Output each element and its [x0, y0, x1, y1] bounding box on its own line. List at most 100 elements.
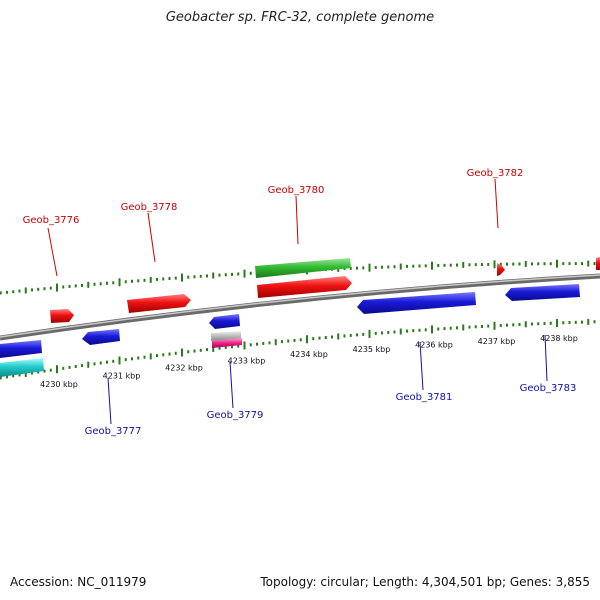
minor-tick: [168, 276, 171, 280]
major-tick: [306, 335, 308, 344]
gene-geob-3783[interactable]: [505, 284, 580, 301]
gene-label[interactable]: Geob_3783: [520, 383, 577, 394]
minor-tick: [18, 289, 21, 293]
minor-tick: [174, 276, 177, 280]
genome-summary-text: Topology: circular; Length: 4,304,501 bp…: [260, 575, 590, 589]
gene-label[interactable]: Geob_3781: [396, 392, 453, 403]
minor-tick: [193, 349, 196, 353]
minor-tick: [31, 371, 33, 375]
minor-tick: [499, 323, 502, 327]
minor-tick: [424, 264, 427, 268]
map-title: Geobacter sp. FRC-32, complete genome: [165, 10, 435, 25]
minor-tick: [418, 264, 421, 268]
minor-tick: [506, 323, 508, 327]
minor-tick: [568, 321, 571, 325]
minor-tick: [43, 287, 46, 291]
genome-backbone-highlight: [0, 274, 600, 338]
minor-tick: [324, 336, 327, 340]
minor-tick: [43, 369, 46, 373]
minor-tick: [581, 262, 583, 266]
gene-geob-3779[interactable]: [212, 338, 242, 348]
minus-strand-genes: [0, 284, 580, 377]
minor-tick: [418, 328, 421, 332]
gene-label[interactable]: Geob_3779: [207, 410, 264, 421]
minor-tick: [518, 262, 521, 266]
gene-label[interactable]: Geob_3778: [121, 202, 178, 213]
minor-tick: [399, 328, 402, 335]
minor-tick: [212, 272, 215, 279]
minor-tick: [37, 287, 40, 291]
leader-lines-plus: [47, 178, 499, 277]
major-tick: [56, 365, 58, 374]
minor-tick: [481, 263, 483, 267]
minor-tick: [124, 358, 127, 362]
minor-tick: [437, 264, 440, 268]
gene-label[interactable]: Geob_3782: [467, 168, 524, 179]
gene-label[interactable]: Geob_3780: [268, 185, 325, 196]
gene-geob-3780[interactable]: [257, 276, 352, 298]
minor-tick: [349, 266, 352, 270]
gene-partial-right[interactable]: [596, 257, 600, 270]
gene-partial-left-cyan[interactable]: [0, 358, 44, 377]
minor-tick: [406, 329, 408, 333]
major-tick: [118, 356, 121, 365]
minor-tick: [362, 332, 365, 336]
minor-tick: [124, 280, 127, 284]
minor-tick: [331, 335, 333, 339]
minor-tick: [149, 276, 152, 283]
minor-tick: [399, 263, 402, 270]
gene-geob-3776[interactable]: [50, 309, 74, 323]
minor-tick: [474, 325, 477, 329]
minor-tick: [12, 290, 15, 294]
minor-tick: [356, 333, 358, 337]
minor-tick: [268, 341, 271, 345]
minor-tick: [62, 366, 65, 370]
gene-geob-3781[interactable]: [357, 292, 476, 314]
gene-partial-left-blue[interactable]: [0, 340, 42, 358]
minor-tick: [549, 321, 552, 325]
gene-geob-3778[interactable]: [127, 294, 191, 313]
minor-tick: [412, 329, 415, 333]
minor-tick: [468, 325, 471, 329]
minor-tick: [449, 326, 452, 330]
major-tick: [368, 263, 371, 272]
minor-tick: [231, 345, 233, 349]
minor-tick: [374, 331, 377, 335]
minor-tick: [112, 281, 115, 285]
tick-label: 4235 kbp: [353, 345, 391, 354]
major-tick: [181, 273, 183, 282]
minor-tick: [137, 279, 140, 283]
minor-tick: [31, 288, 33, 292]
minor-tick: [393, 265, 396, 269]
gene-geob-3782[interactable]: [497, 263, 505, 276]
minor-tick: [531, 322, 533, 326]
gene-label[interactable]: Geob_3777: [85, 426, 142, 437]
minor-tick: [212, 345, 215, 352]
gene-labels-plus: Geob_3776 Geob_3778 Geob_3780 Geob_3782: [23, 168, 524, 226]
minor-tick: [93, 282, 96, 286]
minor-tick: [387, 265, 390, 269]
minor-tick: [456, 263, 458, 267]
minor-tick: [518, 323, 521, 327]
minor-tick: [499, 262, 502, 266]
leader-lines-minus: [107, 334, 548, 425]
gene-geob-3779-upper[interactable]: [209, 314, 240, 329]
minor-tick: [206, 348, 208, 352]
minor-tick: [99, 282, 102, 286]
minor-tick: [237, 344, 240, 348]
minor-tick: [312, 337, 315, 341]
minor-tick: [93, 362, 96, 366]
minor-tick: [356, 266, 358, 270]
genome-backbone: [0, 273, 600, 341]
minor-tick: [487, 324, 490, 328]
gene-geob-3779-grey[interactable]: [211, 331, 241, 341]
major-tick: [181, 348, 183, 357]
minor-tick: [143, 278, 146, 282]
minor-tick: [587, 260, 590, 267]
gene-label[interactable]: Geob_3776: [23, 215, 80, 226]
minor-tick: [443, 327, 446, 331]
gene-geob-3780-upper[interactable]: [255, 258, 351, 278]
minor-tick: [281, 340, 283, 344]
major-tick: [493, 260, 496, 269]
gene-geob-3777[interactable]: [82, 329, 120, 345]
